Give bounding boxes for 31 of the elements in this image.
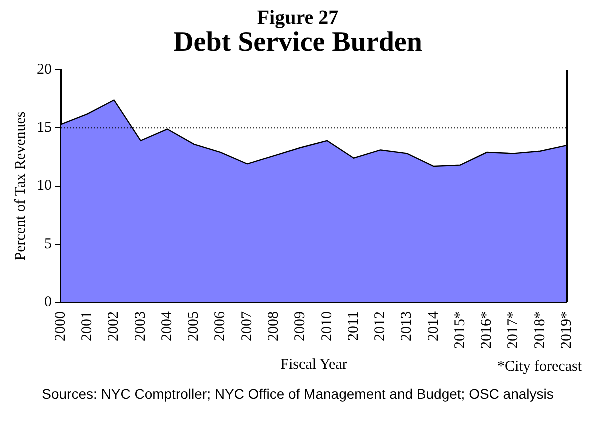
y-tick-label: 0 xyxy=(44,294,52,310)
x-tick-label: 2010 xyxy=(319,312,336,342)
x-tick-label: 2005 xyxy=(186,312,202,342)
x-tick-label: 2003 xyxy=(132,312,149,342)
x-tick-label: 2013 xyxy=(399,312,416,342)
y-tick-label: 5 xyxy=(44,236,52,252)
x-tick-label: 2016* xyxy=(479,312,496,349)
x-tick-label: 2018* xyxy=(532,312,548,349)
y-tick-label: 20 xyxy=(37,62,52,78)
x-tick-label: 2017* xyxy=(506,312,522,349)
x-tick-label: 2008 xyxy=(266,312,282,342)
x-tick-label: 2015* xyxy=(452,312,468,349)
chart-title: Debt Service Burden xyxy=(172,27,424,58)
x-tick-label: 2006 xyxy=(212,311,229,342)
x-tick-label: 2011 xyxy=(346,312,362,341)
y-tick-label: 15 xyxy=(37,120,52,136)
x-axis-title: Fiscal Year xyxy=(280,356,348,373)
x-tick-label: 2014 xyxy=(426,311,442,342)
y-tick-label: 10 xyxy=(37,178,52,194)
x-tick-label: 2009 xyxy=(292,312,309,342)
text: *City forecast xyxy=(497,359,582,376)
source-note: Sources: NYC Comptroller; NYC Office of Management and Budget; OSC analysis xyxy=(41,386,555,402)
x-tick-label: 2004 xyxy=(159,311,176,342)
x-tick-label: 2002 xyxy=(106,312,122,342)
x-tick-label: 2007 xyxy=(239,311,256,342)
y-axis-title: Percent of Tax Revenues xyxy=(12,112,29,261)
x-tick-label: 2001 xyxy=(80,312,96,342)
x-tick-label: 2012 xyxy=(372,312,389,342)
chart-subtitle: Figure 27 xyxy=(256,7,340,29)
x-tick-label: 2019* xyxy=(558,312,575,349)
x-tick-label: 2000 xyxy=(52,312,69,342)
